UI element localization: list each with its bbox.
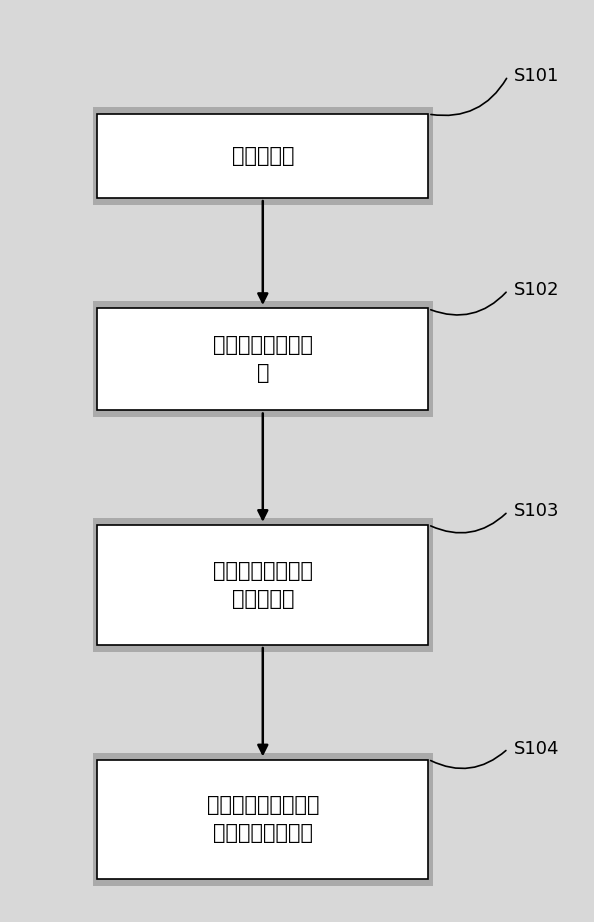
Text: 进入脱水器脱水，制
备出净化的氯乙烷: 进入脱水器脱水，制 备出净化的氯乙烷: [207, 796, 319, 844]
Text: S102: S102: [514, 281, 559, 299]
FancyBboxPatch shape: [93, 518, 432, 652]
FancyBboxPatch shape: [97, 308, 428, 410]
Text: 制备氯乙烷: 制备氯乙烷: [232, 146, 294, 166]
FancyBboxPatch shape: [93, 107, 432, 205]
FancyBboxPatch shape: [93, 752, 432, 886]
Text: 氯乙烷在精馏塔进
行精馏分离: 氯乙烷在精馏塔进 行精馏分离: [213, 561, 313, 609]
FancyBboxPatch shape: [93, 301, 432, 417]
Text: S104: S104: [514, 739, 559, 758]
FancyBboxPatch shape: [97, 760, 428, 880]
FancyBboxPatch shape: [97, 113, 428, 197]
Text: S101: S101: [514, 67, 559, 85]
FancyBboxPatch shape: [97, 526, 428, 644]
Text: 氯乙烷冷却液化处
理: 氯乙烷冷却液化处 理: [213, 336, 313, 384]
Text: S103: S103: [514, 502, 559, 520]
